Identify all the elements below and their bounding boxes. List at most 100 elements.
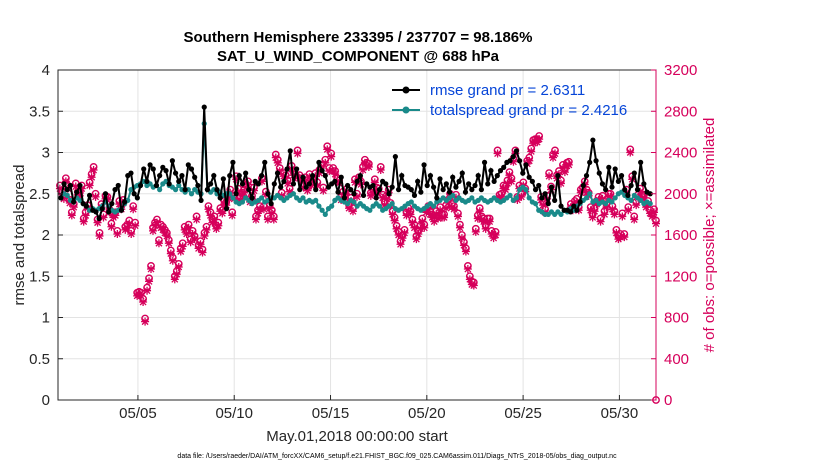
- series-point-rmse: [258, 173, 265, 179]
- series-point-rmse: [208, 181, 214, 187]
- series-point-rmse: [434, 195, 440, 201]
- series-point-rmse: [587, 159, 593, 165]
- assimilated-obs-point: [463, 265, 472, 274]
- series-point-rmse: [443, 181, 449, 187]
- series-point-totalspread: [587, 191, 593, 197]
- series-point-rmse: [61, 181, 67, 187]
- assimilated-obs-point: [539, 201, 548, 210]
- assimilated-obs-point: [558, 163, 567, 172]
- right-y-tick-label: 2400: [664, 145, 697, 162]
- series-point-rmse: [249, 195, 255, 201]
- assimilated-obs-point: [129, 205, 138, 214]
- series-point-totalspread: [176, 182, 182, 189]
- assimilated-obs-point: [370, 178, 379, 187]
- assimilated-obs-point: [600, 210, 609, 219]
- series-point-rmse: [230, 159, 236, 165]
- assimilated-obs-point: [188, 229, 197, 238]
- left-y-tick-label: 1: [42, 310, 50, 327]
- series-point-rmse: [74, 189, 80, 195]
- series-point-rmse: [440, 187, 446, 193]
- series-point-totalspread: [319, 207, 325, 213]
- series-point-totalspread: [300, 195, 306, 201]
- series-point-rmse: [335, 189, 341, 195]
- assimilated-obs-point: [398, 234, 407, 243]
- assimilated-obs-point: [551, 149, 560, 158]
- assimilated-obs-point: [69, 203, 78, 212]
- assimilated-obs-point: [400, 228, 409, 237]
- assimilated-obs-point: [642, 203, 651, 212]
- assimilated-obs-point: [263, 215, 272, 224]
- series-point-totalspread: [431, 203, 437, 209]
- right-y-axis-ticks: 0 400 800 1200 1600 2000 2400 2800 3200: [651, 62, 697, 409]
- series-point-rmse: [615, 178, 621, 184]
- series-point-rmse: [603, 187, 609, 193]
- assimilated-obs-point: [416, 224, 425, 233]
- assimilated-obs-point: [471, 227, 480, 236]
- series-point-rmse: [58, 195, 64, 201]
- assimilated-obs-point: [271, 153, 280, 162]
- series-point-rmse: [523, 162, 529, 168]
- assimilated-obs-point: [606, 192, 615, 201]
- assimilated-obs-point: [265, 204, 274, 213]
- assimilated-obs-point: [418, 217, 427, 226]
- series-point-rmse: [424, 182, 430, 189]
- assimilated-obs-point: [467, 280, 476, 289]
- assimilated-obs-point: [331, 170, 340, 179]
- series-point-rmse: [494, 173, 500, 179]
- assimilated-obs-point: [176, 247, 185, 256]
- series-point-totalspread: [64, 192, 70, 198]
- series-point-rmse: [93, 209, 99, 215]
- series-point-totalspread: [507, 192, 513, 198]
- assimilated-obs-point: [311, 172, 320, 181]
- series-point-rmse: [122, 199, 128, 205]
- assimilated-obs-point: [503, 179, 512, 188]
- assimilated-obs-point: [360, 158, 369, 167]
- series-point-rmse: [389, 184, 395, 190]
- series-point-rmse: [593, 158, 599, 164]
- series-point-rmse: [290, 181, 297, 187]
- assimilated-obs-point: [240, 188, 249, 197]
- assimilated-obs-point: [378, 193, 387, 202]
- assimilated-obs-point: [388, 210, 397, 219]
- assimilated-obs-point: [251, 215, 260, 224]
- series-point-rmse: [128, 170, 134, 176]
- assimilated-obs-point: [610, 210, 619, 219]
- assimilated-obs-point: [402, 211, 411, 220]
- series-point-rmse: [185, 162, 191, 168]
- assimilated-obs-point: [349, 207, 358, 216]
- assimilated-obs-point: [362, 161, 371, 170]
- left-y-tick-label: 4: [42, 62, 50, 79]
- series-point-rmse: [83, 203, 89, 209]
- assimilated-obs-point: [487, 229, 496, 238]
- assimilated-obs-point: [253, 209, 262, 218]
- x-tick-label: 05/15: [312, 405, 350, 422]
- series-point-totalspread: [157, 187, 163, 193]
- series-point-rmse: [131, 191, 137, 197]
- assimilated-obs-point: [141, 317, 150, 326]
- assimilated-obs-point: [89, 166, 98, 175]
- series-point-rmse: [612, 166, 618, 172]
- assimilated-obs-point: [299, 183, 308, 192]
- assimilated-obs-point: [327, 152, 336, 161]
- assimilated-obs-point: [234, 187, 243, 196]
- series-point-rmse: [313, 187, 319, 193]
- series-point-rmse: [182, 187, 188, 193]
- assimilated-obs-point: [174, 262, 183, 271]
- assimilated-obs-point: [238, 191, 247, 200]
- right-y-tick-label: 1200: [664, 268, 697, 285]
- assimilated-obs-point: [624, 206, 633, 215]
- assimilated-obs-point: [368, 188, 377, 197]
- assimilated-obs-point: [626, 148, 635, 157]
- assimilated-obs-point: [113, 229, 122, 238]
- assimilated-obs-point: [410, 223, 419, 232]
- series-point-rmse: [431, 184, 437, 190]
- assimilated-obs-point: [196, 240, 205, 249]
- series-point-rmse: [488, 168, 494, 174]
- series-point-rmse: [548, 184, 555, 190]
- assimilated-obs-point: [67, 211, 76, 220]
- series-point-rmse: [233, 191, 239, 197]
- series-point-rmse: [513, 148, 520, 154]
- series-point-rmse: [325, 184, 332, 190]
- assimilated-obs-point: [598, 194, 607, 203]
- legend-rmse-text: rmse grand pr = 2.6311: [430, 82, 585, 99]
